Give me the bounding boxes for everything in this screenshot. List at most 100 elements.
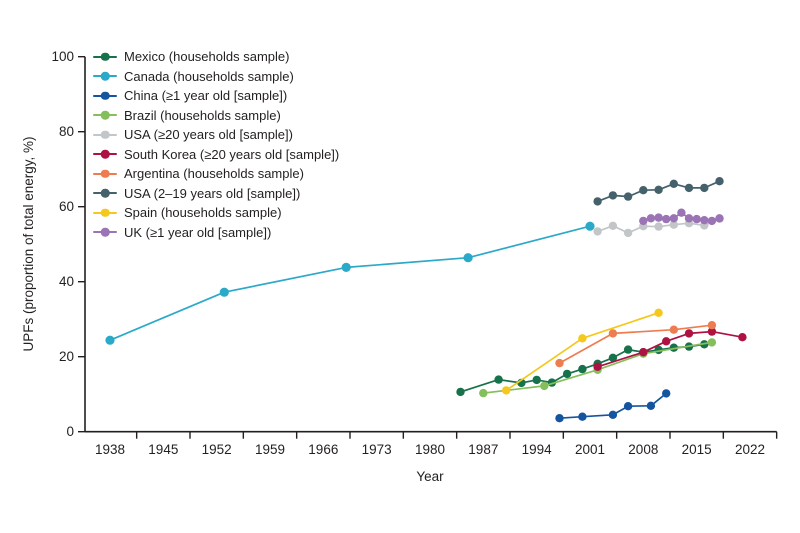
legend-item: Spain (households sample) xyxy=(93,203,339,223)
data-point xyxy=(684,214,694,223)
data-point xyxy=(669,220,678,229)
data-point xyxy=(494,375,503,384)
data-point xyxy=(593,227,602,236)
legend-item: USA (2–19 years old [sample]) xyxy=(93,184,339,204)
axes: 0 20 40 60 80 100 1938 1945 1952 1959 1966 1973 1980… xyxy=(51,49,778,457)
legend-marker-line xyxy=(93,52,117,61)
x-tick-label: 1945 xyxy=(148,442,178,457)
data-point xyxy=(593,197,602,206)
y-axis-title: UPFs (proportion of total energy, %) xyxy=(21,136,36,351)
data-point xyxy=(608,221,618,230)
x-tick-label: 1973 xyxy=(362,442,392,457)
data-point xyxy=(456,387,465,397)
x-axis-title: Year xyxy=(416,469,444,484)
x-tick-label: 1987 xyxy=(468,442,498,457)
legend-marker-dot xyxy=(100,71,110,81)
data-point xyxy=(677,208,686,217)
legend-marker-line xyxy=(93,169,117,178)
data-point xyxy=(463,253,473,263)
x-tick-label: 1952 xyxy=(202,442,232,457)
data-point xyxy=(707,338,717,347)
legend-item: Mexico (households sample) xyxy=(93,47,339,67)
legend-item: Argentina (households sample) xyxy=(93,164,339,184)
legend-label: USA (≥20 years old [sample]) xyxy=(124,127,293,142)
plot-series xyxy=(105,177,747,423)
legend-label: South Korea (≥20 years old [sample]) xyxy=(124,146,340,162)
data-point xyxy=(555,358,564,368)
legend-item: Canada (households sample) xyxy=(93,67,339,87)
data-point xyxy=(608,329,618,338)
data-point xyxy=(700,183,709,193)
legend-marker-dot xyxy=(100,227,110,237)
data-point xyxy=(219,287,229,297)
legend-marker-line xyxy=(93,227,117,237)
data-point xyxy=(738,333,747,342)
legend-item: China (≥1 year old [sample]) xyxy=(93,86,339,106)
x-tick-label: 1966 xyxy=(308,442,338,457)
x-tick-label: 2001 xyxy=(575,442,605,457)
data-point xyxy=(578,412,587,421)
data-point xyxy=(700,216,709,225)
legend-label: Brazil (households sample) xyxy=(124,107,281,123)
data-point xyxy=(623,192,633,201)
legend-marker-dot xyxy=(100,208,110,217)
data-point xyxy=(662,337,671,346)
legend-label: USA (2–19 years old [sample]) xyxy=(124,185,301,201)
legend-label: Canada (households sample) xyxy=(124,68,294,84)
legend-marker-line xyxy=(93,71,117,81)
legend-marker-dot xyxy=(100,52,110,61)
series-line-6 xyxy=(597,330,743,368)
data-point xyxy=(578,364,587,374)
data-point xyxy=(608,353,618,362)
x-tick-label: 2008 xyxy=(628,442,658,457)
legend-marker-line xyxy=(93,130,117,139)
legend-item: Brazil (households sample) xyxy=(93,106,339,126)
legend: Mexico (households sample) Canada (househ… xyxy=(93,47,339,242)
legend-marker-dot xyxy=(100,188,110,198)
x-tick-label: 1980 xyxy=(415,442,445,457)
data-point xyxy=(646,214,656,223)
legend-item: USA (≥20 years old [sample]) xyxy=(93,125,339,145)
x-tick-label: 1994 xyxy=(522,442,553,457)
data-point xyxy=(692,214,701,224)
data-point xyxy=(639,216,648,226)
legend-marker-dot xyxy=(100,91,110,100)
data-point xyxy=(623,345,633,354)
data-point xyxy=(532,375,541,385)
data-point xyxy=(555,414,564,423)
legend-item: South Korea (≥20 years old [sample]) xyxy=(93,145,339,165)
data-point xyxy=(669,214,678,223)
data-point xyxy=(715,177,724,186)
data-point xyxy=(684,183,694,193)
data-point xyxy=(502,386,511,395)
data-point xyxy=(585,221,595,231)
y-tick-label: 20 xyxy=(59,349,74,364)
data-point xyxy=(623,402,633,411)
data-point xyxy=(639,186,648,195)
data-point xyxy=(105,335,115,345)
legend-marker-line xyxy=(93,110,117,120)
legend-marker-dot xyxy=(100,110,110,120)
legend-marker-dot xyxy=(100,149,110,159)
legend-marker-dot xyxy=(100,169,110,178)
x-tick-label: 1938 xyxy=(95,442,125,457)
data-point xyxy=(608,191,618,200)
legend-item: UK (≥1 year old [sample]) xyxy=(93,223,339,243)
data-point xyxy=(623,228,633,238)
y-tick-label: 40 xyxy=(59,274,74,289)
data-point xyxy=(684,329,694,338)
data-point xyxy=(608,410,618,419)
data-point xyxy=(654,185,663,194)
legend-marker-dot xyxy=(100,130,110,139)
data-point xyxy=(639,348,648,357)
data-point xyxy=(715,214,724,223)
data-point xyxy=(654,213,663,222)
data-point xyxy=(578,334,587,343)
data-point xyxy=(662,389,671,398)
y-tick-label: 80 xyxy=(59,124,74,139)
data-point xyxy=(593,362,602,371)
data-point xyxy=(646,401,656,410)
series-line-2 xyxy=(109,225,591,341)
data-point xyxy=(479,388,488,398)
